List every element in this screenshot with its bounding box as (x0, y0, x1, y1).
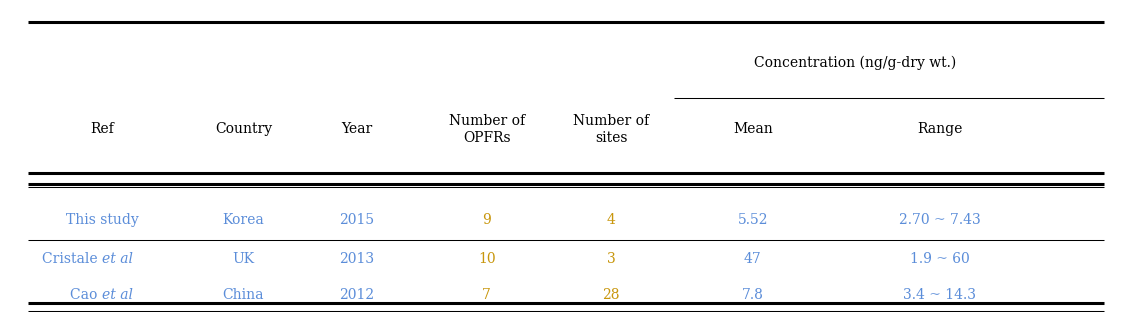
Text: 28: 28 (602, 288, 620, 302)
Text: Number of
OPFRs: Number of OPFRs (448, 114, 525, 145)
Text: Cristale: Cristale (42, 252, 102, 266)
Text: Ref: Ref (91, 123, 113, 136)
Text: Year: Year (341, 123, 372, 136)
Text: Korea: Korea (223, 213, 264, 227)
Text: 1.9 ~ 60: 1.9 ~ 60 (910, 252, 969, 266)
Text: 2012: 2012 (338, 288, 375, 302)
Text: 7: 7 (482, 288, 491, 302)
Text: 10: 10 (478, 252, 496, 266)
Text: Range: Range (917, 123, 962, 136)
Text: 4: 4 (607, 213, 616, 227)
Text: China: China (223, 288, 264, 302)
Text: Number of
sites: Number of sites (573, 114, 650, 145)
Text: et al: et al (102, 252, 132, 266)
Text: 9: 9 (482, 213, 491, 227)
Text: Mean: Mean (732, 123, 773, 136)
Text: 7.8: 7.8 (741, 288, 764, 302)
Text: 47: 47 (744, 252, 762, 266)
Text: 2.70 ~ 7.43: 2.70 ~ 7.43 (899, 213, 980, 227)
Text: This study: This study (66, 213, 138, 227)
Text: Cao: Cao (70, 288, 102, 302)
Text: 3: 3 (607, 252, 616, 266)
Text: 3.4 ~ 14.3: 3.4 ~ 14.3 (903, 288, 976, 302)
Text: Concentration (ng/g-dry wt.): Concentration (ng/g-dry wt.) (754, 55, 955, 70)
Text: Country: Country (215, 123, 272, 136)
Text: 2013: 2013 (338, 252, 375, 266)
Text: UK: UK (232, 252, 255, 266)
Text: et al: et al (102, 288, 132, 302)
Text: 2015: 2015 (338, 213, 375, 227)
Text: 5.52: 5.52 (738, 213, 767, 227)
